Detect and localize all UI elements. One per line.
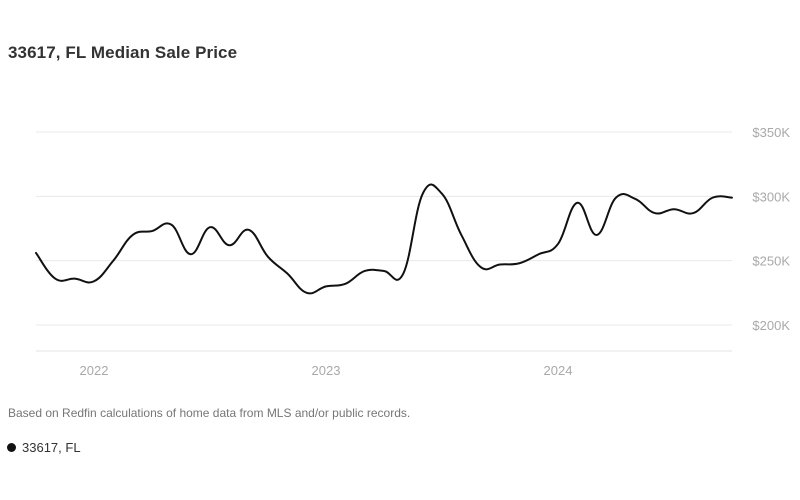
x-tick-label: 2024	[544, 363, 573, 378]
data-point	[323, 283, 329, 289]
data-point	[497, 262, 503, 268]
data-point	[555, 241, 561, 247]
data-point	[207, 224, 213, 230]
data-point	[246, 227, 252, 233]
legend: 33617, FL	[7, 440, 81, 455]
y-tick-label: $300K	[752, 189, 790, 204]
chart-title: 33617, FL Median Sale Price	[8, 43, 238, 62]
data-point	[458, 232, 464, 238]
x-tick-labels: 2022 2023 2024	[80, 363, 573, 378]
data-point	[149, 228, 155, 234]
data-point	[729, 195, 735, 201]
data-point	[72, 276, 78, 282]
data-point	[710, 195, 716, 201]
data-point	[33, 250, 39, 256]
data-point	[536, 251, 542, 257]
data-point	[265, 254, 271, 260]
y-tick-label: $200K	[752, 318, 790, 333]
data-point	[439, 191, 445, 197]
data-point	[362, 268, 368, 274]
data-point	[91, 278, 97, 284]
data-point	[52, 276, 58, 282]
data-point	[594, 232, 600, 238]
line-chart: $200K $250K $300K $350K 2022 2023 2024	[33, 125, 790, 378]
data-point	[478, 264, 484, 270]
data-point	[400, 271, 406, 277]
data-point	[690, 210, 696, 216]
x-tick-label: 2022	[80, 363, 109, 378]
data-point	[304, 290, 310, 296]
y-tick-labels: $200K $250K $300K $350K	[752, 125, 790, 333]
legend-label: 33617, FL	[22, 440, 81, 455]
data-point	[652, 210, 658, 216]
grid-layer	[36, 131, 732, 326]
data-point	[574, 200, 580, 206]
data-point	[516, 260, 522, 266]
data-point	[613, 195, 619, 201]
chart-footnote: Based on Redfin calculations of home dat…	[8, 406, 411, 420]
x-tick-label: 2023	[312, 363, 341, 378]
data-point	[130, 232, 136, 238]
y-tick-label: $350K	[752, 125, 790, 140]
data-point	[671, 206, 677, 212]
data-point	[420, 191, 426, 197]
data-point	[188, 251, 194, 257]
data-point	[284, 271, 290, 277]
data-point	[226, 242, 232, 248]
data-point	[110, 258, 116, 264]
data-points	[33, 191, 735, 296]
data-point	[381, 268, 387, 274]
series-line-33617-fl	[35, 183, 733, 295]
y-tick-label: $250K	[752, 254, 790, 269]
data-point	[342, 281, 348, 287]
legend-marker	[7, 443, 16, 452]
data-point	[168, 222, 174, 228]
data-point	[632, 196, 638, 202]
